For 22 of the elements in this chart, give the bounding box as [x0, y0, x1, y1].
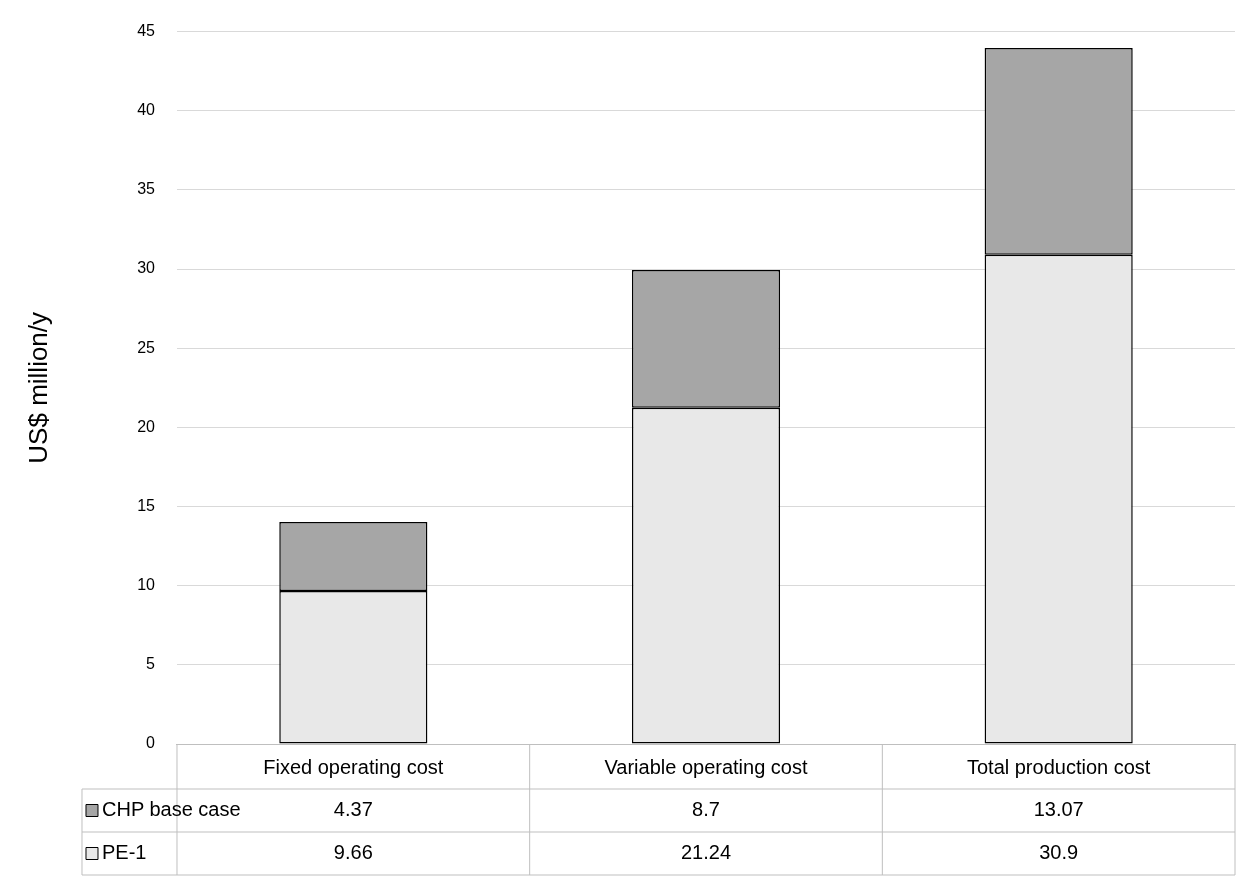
y-tick-label: 5 — [146, 655, 156, 673]
data-label: 9.66 — [333, 841, 373, 864]
y-tick-label: 15 — [137, 496, 156, 514]
y-axis-title: US$ million/y — [22, 311, 53, 464]
x-tick-label: Fixed operating cost — [263, 756, 444, 779]
y-tick-label: 35 — [137, 180, 156, 198]
data-label: 21.24 — [680, 841, 732, 864]
y-tick-label: 20 — [137, 417, 156, 435]
x-tick-label: Variable operating cost — [604, 756, 808, 779]
y-tick-label: 0 — [146, 734, 156, 752]
y-tick-label: 30 — [137, 259, 156, 277]
y-tick-label: 45 — [137, 22, 156, 40]
y-tick-label: 10 — [137, 576, 156, 594]
y-tick-label: 40 — [137, 101, 156, 119]
y-tick-label: 25 — [137, 338, 156, 356]
data-label: 13.07 — [1033, 798, 1084, 821]
legend-label: PE-1 — [102, 841, 147, 864]
data-label: 30.9 — [1039, 841, 1079, 864]
x-tick-label: Total production cost — [966, 756, 1151, 779]
legend-label: CHP base case — [102, 798, 241, 821]
data-label: 4.37 — [333, 798, 373, 821]
data-label: 8.7 — [692, 798, 720, 821]
